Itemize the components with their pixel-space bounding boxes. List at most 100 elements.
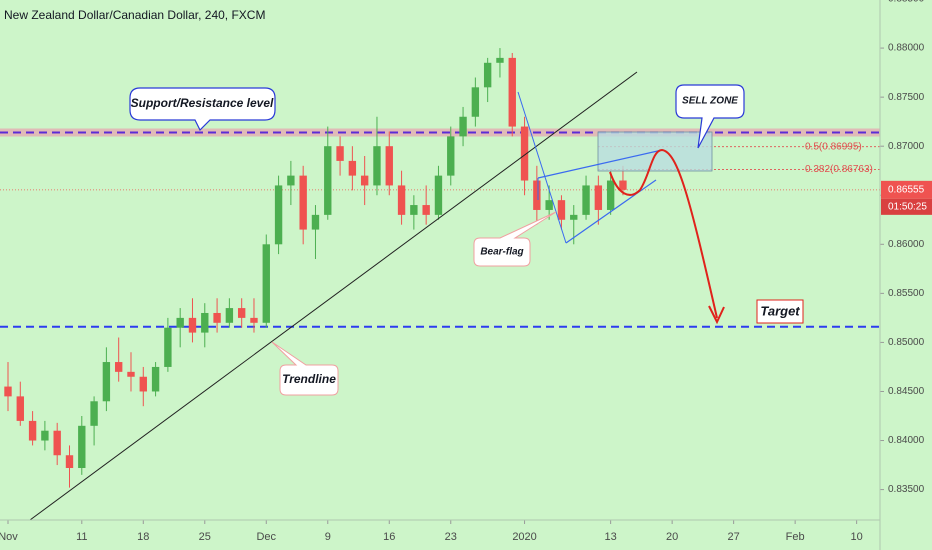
x-tick-label: Feb (786, 531, 805, 543)
bear-flag-callout (473, 211, 557, 267)
last-price-label: 0.86555 (888, 184, 925, 195)
candle-body (164, 327, 172, 367)
candle-body (287, 175, 295, 186)
sell-zone-label: SELL ZONE (682, 96, 738, 107)
candle-body (533, 180, 541, 210)
candle-body (422, 205, 430, 215)
x-tick-label: 23 (445, 531, 457, 543)
candle-body (606, 180, 615, 210)
x-tick-label: 20 (666, 531, 678, 543)
candle-body (434, 175, 443, 215)
countdown-box (881, 198, 932, 215)
y-tick-label: 0.85500 (888, 288, 925, 299)
fib-label: 0.382(0.86763) (805, 164, 873, 175)
candle-body (471, 87, 480, 117)
y-tick-label: 0.88500 (888, 0, 925, 5)
y-tick-label: 0.86000 (888, 239, 925, 250)
candle-body (385, 146, 393, 186)
countdown-label: 01:50:25 (888, 201, 927, 212)
fib-label: 0.5(0.86995) (805, 141, 862, 152)
bear-flag-label: Bear-flag (480, 247, 523, 258)
trendline-label: Trendline (282, 372, 336, 386)
y-tick-label: 0.88000 (888, 43, 925, 54)
candle-body (360, 175, 369, 186)
y-tick-label: 0.85000 (888, 337, 925, 348)
candle-body (237, 308, 246, 318)
candle-body (496, 57, 504, 63)
candle-body (139, 376, 147, 392)
candle-body (176, 317, 184, 328)
x-tick-label: 13 (605, 531, 617, 543)
candle-body (53, 430, 61, 456)
x-tick-label: Nov (0, 531, 18, 543)
candle-body (4, 386, 12, 397)
candle-body (65, 455, 74, 468)
candle-body (225, 308, 234, 323)
candle-body (213, 312, 221, 323)
candle-body (41, 430, 49, 441)
projection (609, 148, 718, 319)
candle-body (151, 366, 160, 392)
candle-body (582, 185, 590, 215)
x-tick-label: Dec (256, 531, 276, 543)
trendline-callout (271, 341, 339, 396)
last-price-box (881, 180, 932, 199)
x-tick-label: 11 (76, 531, 87, 543)
candle-body (28, 420, 37, 441)
y-tick-label: 0.87500 (888, 92, 925, 103)
flag-upper (537, 149, 663, 179)
y-tick-label: 0.83500 (888, 484, 925, 495)
x-tick-label: 2020 (512, 531, 536, 543)
candle-body (311, 214, 320, 230)
candle-body (127, 371, 135, 377)
x-tick-label: 10 (851, 531, 863, 543)
candle-body (594, 185, 603, 210)
candle-body (90, 401, 98, 426)
candle-body (324, 146, 332, 215)
y-tick-label: 0.84500 (888, 386, 925, 397)
sr-callout (129, 87, 276, 132)
candle-body (483, 62, 492, 88)
y-tick-label: 0.87000 (888, 141, 925, 152)
candle-body (373, 146, 381, 186)
candle-body (274, 185, 283, 245)
x-tick-label: 18 (137, 531, 149, 543)
x-tick-label: 9 (325, 531, 331, 543)
x-tick-label: 25 (199, 531, 211, 543)
candle-body (508, 57, 516, 127)
candle-body (570, 214, 578, 220)
candle-body (397, 185, 406, 215)
candle-body (348, 160, 357, 176)
candle-body (201, 312, 209, 333)
candle-body (78, 425, 86, 468)
flag-lower (565, 179, 657, 244)
candle-body (102, 362, 111, 402)
x-tick-label: 16 (383, 531, 395, 543)
target-label: Target (760, 303, 800, 318)
candle-body (447, 136, 455, 176)
candle-body (250, 317, 258, 323)
candle-body (459, 116, 467, 137)
y-tick-label: 0.84000 (888, 435, 925, 446)
plot: 0.83500 0.84000 0.84500 0.85000 0.85500 0.860… (0, 0, 925, 543)
chart-title: New Zealand Dollar/Canadian Dollar, 240,… (4, 8, 265, 22)
sell-zone-callout (675, 84, 745, 149)
candle-body (262, 244, 270, 323)
candle-body (299, 175, 307, 230)
x-tick-label: 27 (728, 531, 740, 543)
candle-body (545, 200, 553, 210)
projection-arrow (708, 305, 725, 325)
candle-body (188, 317, 197, 333)
candle-body (336, 146, 344, 161)
candle-body (619, 180, 627, 190)
candle-body (557, 200, 566, 220)
sr-label: Support/Resistance level (131, 96, 274, 110)
candle-body (114, 362, 123, 372)
target-box (756, 299, 804, 324)
candle-body (16, 396, 24, 421)
candle-body (410, 205, 418, 215)
candle-body (520, 126, 529, 181)
